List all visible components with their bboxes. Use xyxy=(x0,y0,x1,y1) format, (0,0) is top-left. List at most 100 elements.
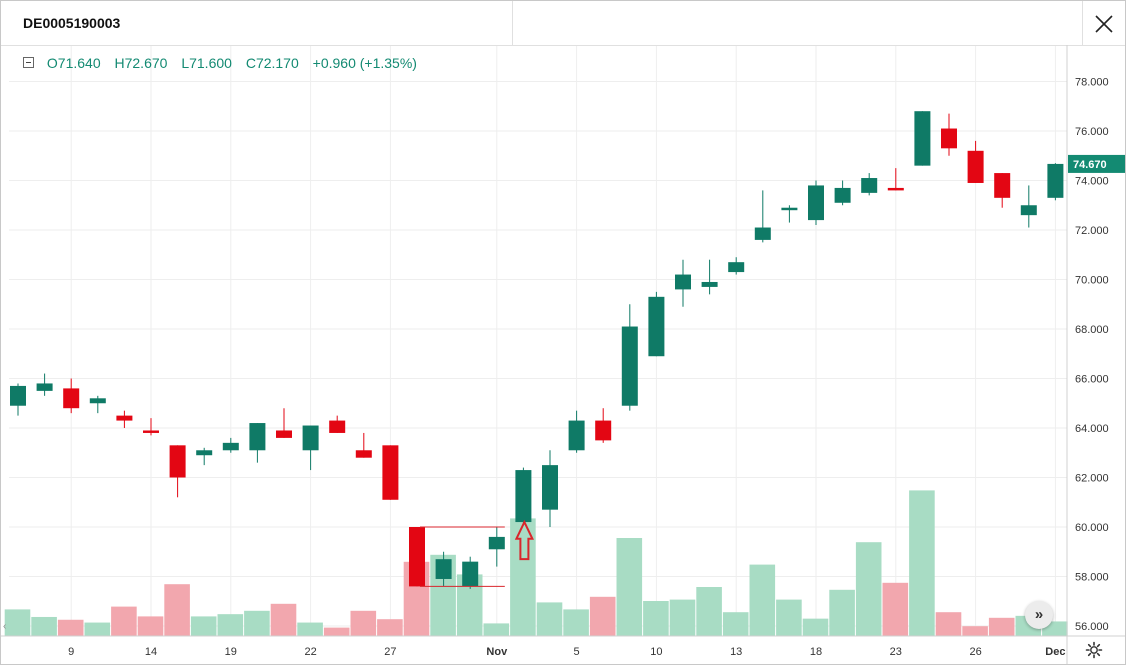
volume-bar xyxy=(84,622,111,636)
candle-body xyxy=(169,445,186,478)
candle-body xyxy=(1020,205,1037,216)
left-scroll-handle[interactable]: ‹ xyxy=(3,621,7,632)
y-tick-label: 70.000 xyxy=(1075,275,1109,287)
volume-bar xyxy=(882,582,909,636)
volume-bar xyxy=(350,610,377,636)
candle-body xyxy=(542,465,558,510)
volume-bar xyxy=(297,622,323,636)
candle-body xyxy=(196,450,213,456)
time-axis: 9 14 19 22 27 Nov 5 10 13 18 23 26 Dec xyxy=(1,635,1125,658)
candle-body xyxy=(781,207,798,211)
volume-bar xyxy=(244,610,270,636)
volume-bar xyxy=(909,490,935,636)
volume-bar xyxy=(616,538,643,636)
settings-button[interactable] xyxy=(1085,641,1103,659)
x-tick-label: Dec xyxy=(1045,646,1065,658)
x-tick-label: 23 xyxy=(890,646,902,658)
candle-body xyxy=(941,128,957,149)
legend-high: H72.670 xyxy=(114,55,168,71)
y-tick-label: 78.000 xyxy=(1075,77,1109,89)
volume-bar xyxy=(31,616,57,636)
y-tick-label: 68.000 xyxy=(1075,324,1109,336)
x-tick-label: 14 xyxy=(145,646,157,658)
annotations xyxy=(420,519,534,587)
candle-body xyxy=(914,111,931,166)
candle-body xyxy=(568,420,585,451)
volume-bar xyxy=(270,603,297,636)
x-tick-label: 9 xyxy=(68,646,74,658)
volume-bar xyxy=(164,584,190,636)
candle-body xyxy=(675,274,691,290)
close-button[interactable] xyxy=(1082,1,1126,45)
volume-bar xyxy=(217,614,244,636)
x-tick-label: 10 xyxy=(650,646,662,658)
volume-bar xyxy=(563,609,589,636)
price-tag-label: 74.670 xyxy=(1073,159,1107,171)
candle-body xyxy=(143,430,159,433)
volume-bar xyxy=(829,589,855,636)
x-tick-label: 27 xyxy=(384,646,396,658)
volume-bar xyxy=(802,618,829,636)
candle-body xyxy=(967,150,984,183)
y-tick-label: 62.000 xyxy=(1075,473,1109,485)
volume-bar xyxy=(57,619,84,636)
x-tick-label: 22 xyxy=(304,646,316,658)
volume-bar xyxy=(669,599,696,636)
collapse-icon[interactable] xyxy=(23,57,34,68)
scroll-to-latest-button[interactable]: » xyxy=(1025,601,1053,629)
candle-body xyxy=(355,450,372,458)
candle-body xyxy=(808,185,824,221)
ohlc-legend: O71.640 H72.670 L71.600 C72.170 +0.960 (… xyxy=(23,55,427,71)
volume-bar xyxy=(483,623,510,636)
volume-bar xyxy=(722,612,749,636)
price-axis: 56.000 58.000 60.000 62.000 64.000 66.000 68.0… xyxy=(1066,45,1109,664)
candle-body xyxy=(329,420,346,433)
volume-bar xyxy=(776,599,802,636)
x-tick-label: 26 xyxy=(969,646,981,658)
volume-bar xyxy=(855,542,882,636)
volume-bar xyxy=(137,616,164,636)
price-tag-bg xyxy=(1068,154,1125,173)
volume-bar xyxy=(643,601,669,636)
last-price-tag: 74.670 xyxy=(1068,154,1125,173)
x-tick-label: 18 xyxy=(810,646,822,658)
legend-low: L71.600 xyxy=(181,55,232,71)
candle-body xyxy=(89,398,106,404)
arrow-up-annotation-icon xyxy=(514,519,534,561)
candle-body xyxy=(728,262,745,273)
candle-body xyxy=(1047,163,1064,198)
candle-body xyxy=(701,281,718,287)
candles xyxy=(10,111,1064,589)
close-icon xyxy=(1095,15,1113,33)
volume-bar xyxy=(111,606,137,636)
volume-bar xyxy=(988,617,1015,636)
candle-body xyxy=(754,227,771,240)
candle-body xyxy=(276,430,292,438)
legend-open: O71.640 xyxy=(46,55,101,71)
candle-body xyxy=(382,445,399,500)
candle-body xyxy=(488,536,505,550)
scroll-to-latest-icon: » xyxy=(1034,606,1044,623)
x-tick-label: 13 xyxy=(730,646,742,658)
legend-change: +0.960 (+1.35%) xyxy=(312,55,417,71)
y-tick-label: 66.000 xyxy=(1075,374,1109,386)
candle-body xyxy=(621,326,638,406)
y-tick-label: 60.000 xyxy=(1075,522,1109,534)
candle-body xyxy=(834,187,851,203)
x-tick-label: 19 xyxy=(225,646,237,658)
volume-bar xyxy=(935,612,962,636)
candle-body xyxy=(36,383,53,391)
candle-body xyxy=(887,187,904,191)
y-tick-label: 76.000 xyxy=(1075,126,1109,138)
candle-body xyxy=(994,173,1011,198)
candle-body xyxy=(515,470,532,523)
volume-bar xyxy=(377,619,403,636)
window-title: DE0005190003 xyxy=(23,15,121,31)
volume-bars xyxy=(4,490,1068,636)
candle-body xyxy=(249,423,266,451)
volume-bar xyxy=(190,616,217,636)
candle-body xyxy=(861,178,878,193)
x-tick-label: Nov xyxy=(486,646,508,658)
